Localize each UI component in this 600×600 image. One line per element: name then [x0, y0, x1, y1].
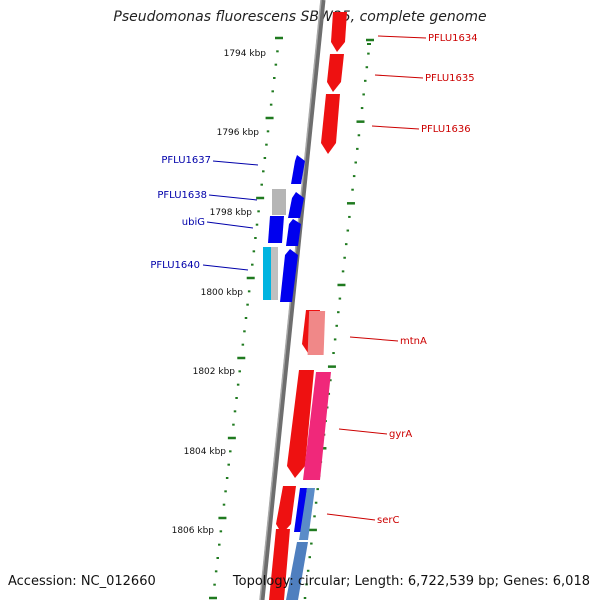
gene-gyrA-b[interactable]: [303, 372, 331, 480]
forward-leaders: [326, 35, 427, 521]
gene-PFLU1635[interactable]: [327, 54, 344, 92]
gene-label-PFLU1638[interactable]: PFLU1638: [157, 190, 207, 201]
map-title: Pseudomonas fluorescens SBW25, complete …: [113, 9, 487, 25]
forward-genes: [269, 12, 347, 600]
gene-PFLU1634[interactable]: [331, 12, 347, 52]
gene-PFLU1638[interactable]: [272, 189, 286, 215]
gene-serC-b[interactable]: [294, 488, 307, 532]
scale-labels: 1794 kbp 1796 kbp 1798 kbp 1800 kbp 1802…: [172, 49, 267, 536]
gene-PFLU1640b[interactable]: [263, 247, 272, 300]
gene-label-gyrA[interactable]: gyrA: [389, 429, 412, 440]
gene-label-mtnA[interactable]: mtnA: [400, 336, 427, 347]
gene-label-PFLU1637[interactable]: PFLU1637: [161, 155, 211, 166]
gene-mtnA-b[interactable]: [307, 311, 326, 355]
gene-serC-c[interactable]: [299, 488, 315, 540]
gene-gyrA[interactable]: [287, 370, 314, 478]
accession-text: Accession: NC_012660: [8, 574, 156, 589]
gene-lower-red[interactable]: [269, 529, 290, 600]
gene-PFLU1640c[interactable]: [271, 247, 278, 300]
gene-label-PFLU1640[interactable]: PFLU1640: [150, 260, 200, 271]
scale-label: 1794 kbp: [224, 49, 267, 59]
reverse-leaders: [202, 160, 259, 271]
gene-label-ubiG[interactable]: ubiG: [182, 217, 205, 228]
gene-PFLU1640[interactable]: [280, 249, 298, 302]
gene-label-PFLU1635[interactable]: PFLU1635: [425, 73, 475, 84]
gene-label-PFLU1636[interactable]: PFLU1636: [421, 124, 471, 135]
gene-lower-blue[interactable]: [286, 542, 308, 600]
reverse-genes: [263, 155, 305, 302]
gene-PFLU1637[interactable]: [291, 155, 305, 184]
scale-label: 1798 kbp: [210, 208, 253, 218]
gene-PFLU1637b[interactable]: [288, 192, 304, 218]
gene-ubiG-b[interactable]: [286, 219, 301, 246]
gene-ubiG[interactable]: [268, 216, 284, 243]
gene-PFLU1636[interactable]: [321, 94, 340, 154]
dotted-tracks: [209, 36, 374, 600]
genome-summary-text: Topology: circular; Length: 6,722,539 bp…: [232, 574, 590, 589]
gene-serC[interactable]: [276, 486, 296, 534]
scale-label: 1802 kbp: [193, 367, 236, 377]
scale-label: 1804 kbp: [184, 447, 227, 457]
gene-label-PFLU1634[interactable]: PFLU1634: [428, 33, 478, 44]
gene-label-serC[interactable]: serC: [377, 515, 399, 526]
forward-gene-labels: PFLU1634 PFLU1635 PFLU1636 mtnA gyrA ser…: [377, 33, 478, 526]
scale-label: 1800 kbp: [201, 288, 244, 298]
scale-label: 1796 kbp: [217, 128, 260, 138]
reverse-gene-labels: PFLU1637 PFLU1638 ubiG PFLU1640: [150, 155, 211, 271]
scale-label: 1806 kbp: [172, 526, 215, 536]
